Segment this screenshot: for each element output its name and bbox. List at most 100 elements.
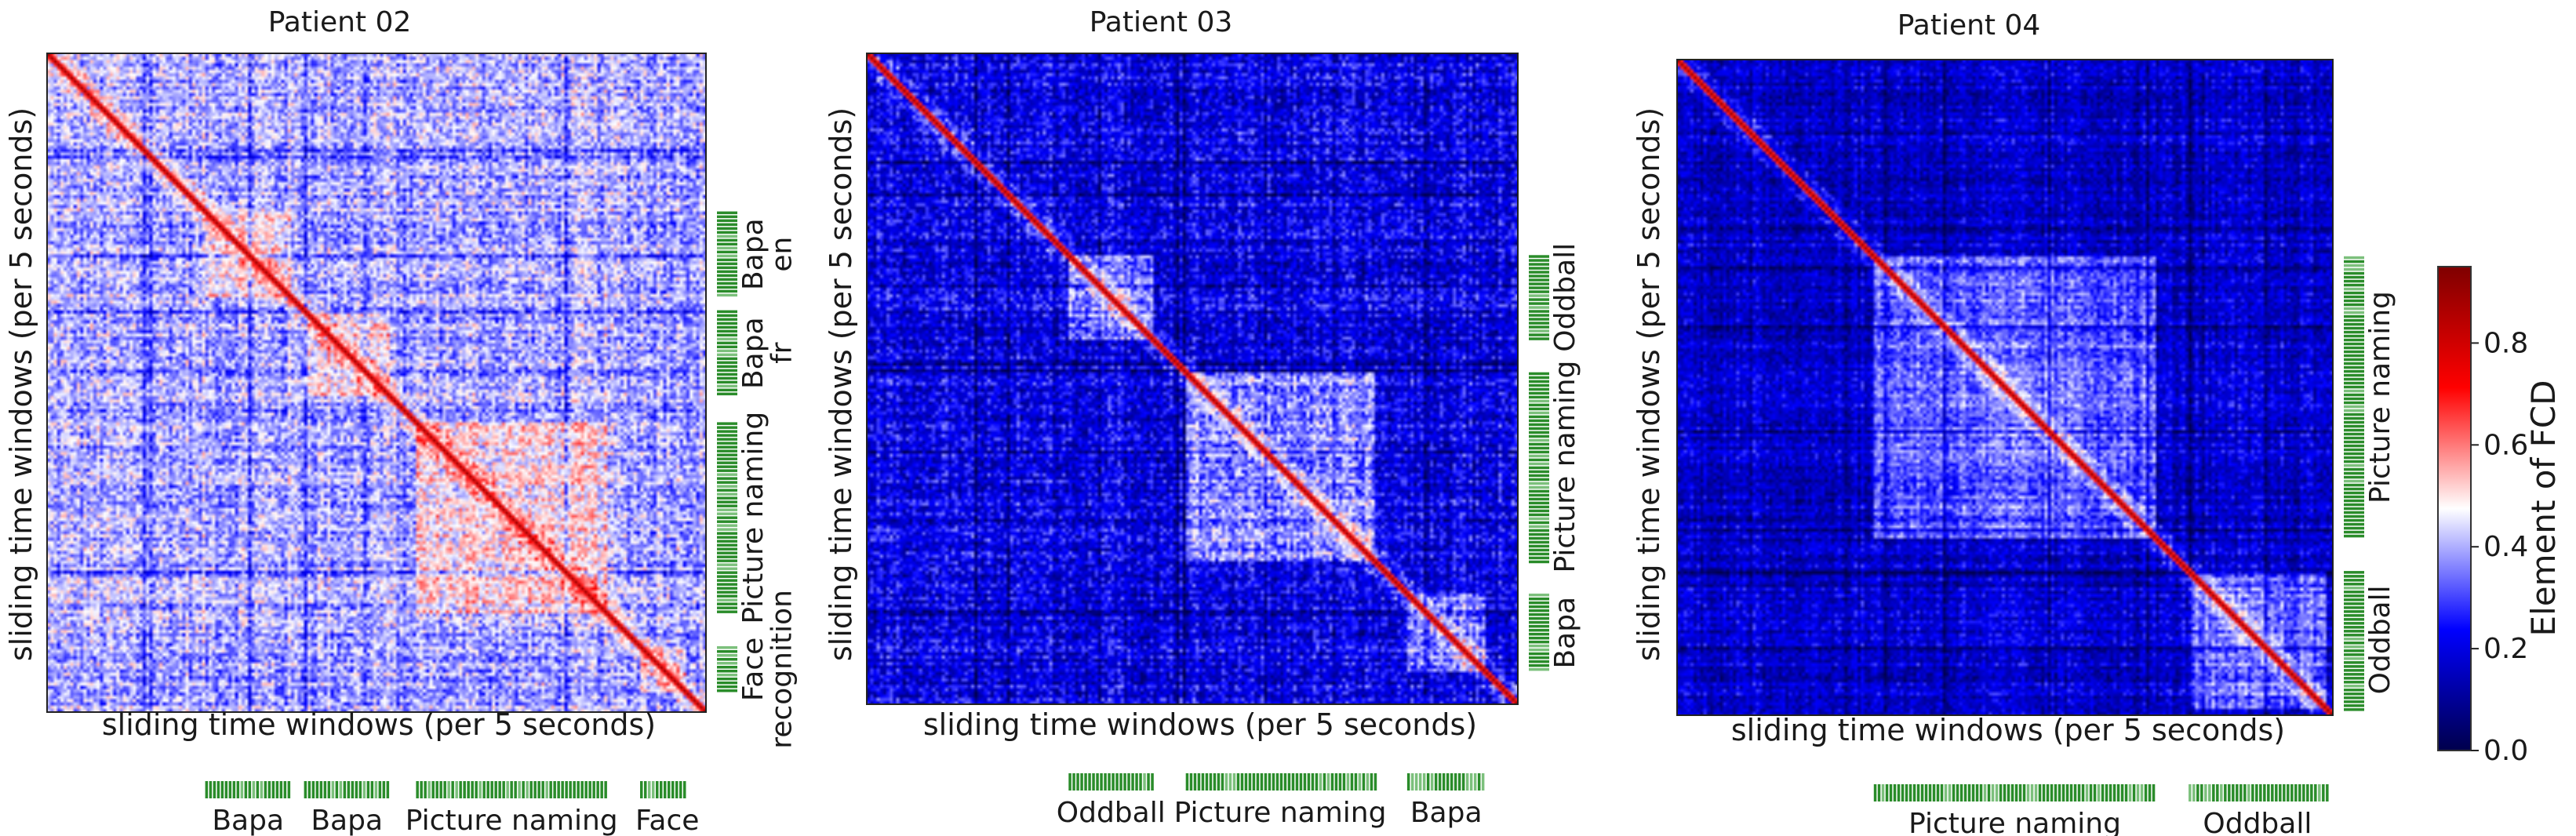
task-tick — [2344, 409, 2364, 413]
task-tick — [2344, 475, 2364, 479]
task-bar-x-2 — [416, 781, 607, 798]
task-tick — [2081, 784, 2085, 801]
task-tick — [1264, 773, 1268, 791]
task-tick — [2344, 377, 2364, 381]
task-tick — [1256, 773, 1260, 791]
task-tick — [717, 670, 737, 673]
task-tick — [1905, 784, 1908, 801]
task-tick — [717, 325, 737, 329]
task-tick — [2344, 487, 2364, 491]
task-tick — [717, 442, 737, 445]
task-tick — [2344, 389, 2364, 393]
heatmap-frame — [866, 53, 1519, 705]
task-tick — [2344, 424, 2364, 428]
task-tick — [1529, 431, 1549, 434]
task-bar-x-1 — [1185, 773, 1377, 791]
task-tick — [717, 445, 737, 449]
task-tick — [1465, 773, 1469, 791]
task-tick — [2344, 385, 2364, 389]
task-tick — [2344, 264, 2364, 267]
task-tick — [717, 310, 737, 314]
task-tick — [717, 571, 737, 574]
heatmap-patient-04 — [1676, 59, 2334, 716]
task-tick — [2344, 334, 2364, 338]
task-tick — [1295, 773, 1299, 791]
task-tick — [717, 583, 737, 586]
task-tick — [717, 485, 737, 488]
task-tick — [2344, 685, 2364, 688]
task-tick — [351, 781, 355, 798]
task-tick — [2302, 784, 2305, 801]
fcd-matrix-image — [47, 53, 706, 712]
task-tick — [644, 781, 647, 798]
task-tick — [2344, 571, 2364, 574]
task-tick — [1529, 521, 1549, 525]
task-tick — [717, 430, 737, 433]
task-tick — [717, 516, 737, 519]
task-tick — [1529, 489, 1549, 493]
task-tick — [717, 524, 737, 527]
task-tick — [717, 365, 737, 369]
task-tick — [2344, 267, 2364, 271]
task-tick — [2148, 784, 2152, 801]
task-tick — [717, 289, 737, 293]
task-tick — [717, 238, 737, 242]
task-tick — [2344, 575, 2364, 578]
task-label-x-0-line-0: Picture naming — [1908, 808, 2121, 836]
task-tick — [717, 223, 737, 227]
task-tick — [287, 781, 291, 798]
task-tick — [2344, 283, 2364, 287]
heatmap-frame — [1676, 59, 2334, 716]
task-tick — [2318, 784, 2321, 801]
task-tick — [1434, 773, 1438, 791]
task-tick — [717, 337, 737, 341]
task-tick — [256, 781, 260, 798]
task-tick — [2140, 784, 2144, 801]
task-tick — [1088, 773, 1091, 791]
task-label-x-2-line-0: Bapa — [1410, 797, 1483, 829]
task-tick — [455, 781, 458, 798]
task-tick — [1115, 773, 1119, 791]
task-tick — [2259, 784, 2262, 801]
task-tick — [1260, 773, 1264, 791]
task-tick — [2232, 784, 2235, 801]
task-tick — [717, 357, 737, 361]
task-tick — [1912, 784, 1916, 801]
task-tick — [717, 469, 737, 472]
task-bar-y-3 — [717, 646, 737, 692]
task-tick — [604, 781, 607, 798]
task-tick — [1221, 773, 1224, 791]
task-tick — [2050, 784, 2054, 801]
task-tick — [683, 781, 686, 798]
task-tick — [2344, 657, 2364, 660]
task-tick — [1979, 784, 1983, 801]
task-bar-x-0 — [1873, 784, 2156, 801]
task-tick — [679, 781, 682, 798]
task-tick — [1529, 438, 1549, 442]
task-tick — [2344, 318, 2364, 322]
task-tick — [1975, 784, 1979, 801]
task-tick — [2344, 622, 2364, 625]
task-tick — [1529, 470, 1549, 474]
task-tick — [717, 457, 737, 460]
task-tick — [224, 781, 228, 798]
task-tick — [1438, 773, 1442, 791]
task-tick — [1326, 773, 1330, 791]
task-tick — [1307, 773, 1311, 791]
task-tick — [463, 781, 466, 798]
task-tick — [2344, 642, 2364, 645]
task-tick — [2003, 784, 2007, 801]
task-tick — [1529, 399, 1549, 403]
task-tick — [1529, 387, 1549, 391]
task-tick — [370, 781, 374, 798]
task-tick — [2344, 369, 2364, 373]
task-tick — [1529, 450, 1549, 454]
task-tick — [553, 781, 556, 798]
task-tick — [656, 781, 659, 798]
task-tick — [358, 781, 362, 798]
task-bar-y-2 — [1529, 593, 1549, 671]
task-tick — [2344, 530, 2364, 534]
task-tick — [533, 781, 537, 798]
task-tick — [717, 314, 737, 318]
task-bars-patient-04: Picture naming Picture naming Oddball Oddba… — [1873, 256, 2396, 836]
